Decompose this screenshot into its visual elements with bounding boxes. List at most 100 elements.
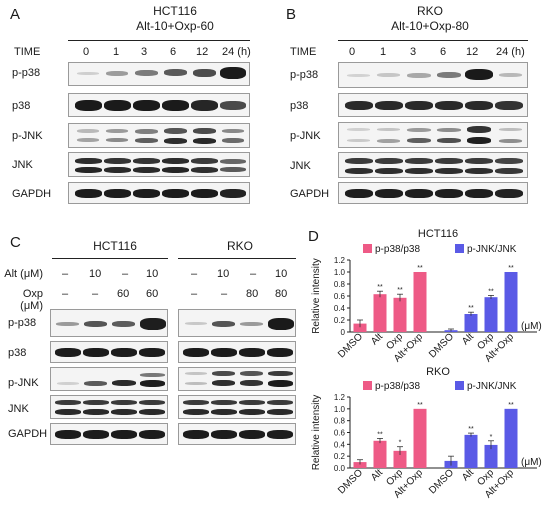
panel-b: RKO Alt-10+Oxp-80 TIME 0 1 3 6 12 24 (h)… (0, 0, 544, 215)
panel-c-alt-value: 10 (146, 268, 159, 280)
y-tick-label: 1.0 (334, 268, 346, 277)
significance-mark: ** (508, 402, 514, 409)
panel-b-time-12: 12 (466, 46, 479, 58)
panel-c-alt-value: – (250, 268, 257, 280)
panel-c-alt-value: 10 (217, 268, 230, 280)
panel-b-row-label: GAPDH (290, 188, 330, 200)
panel-d-charts: HCT116 p-p38/p38 p-JNK/JNK 0 0.2 0.4 0.6 0.8 1.0… (311, 228, 542, 500)
panel-c-alt-label: Alt (μM) (4, 268, 43, 280)
panel-a-time-label: TIME (14, 46, 41, 58)
panel-c-alt-value: 10 (275, 268, 288, 280)
panel-c-group-hct116: HCT116 (93, 239, 137, 253)
y-tick-label: 0.4 (334, 440, 346, 449)
bar (373, 440, 387, 468)
y-tick-label: 1.0 (334, 405, 346, 414)
panel-c-group-rko: RKO (226, 239, 253, 253)
category-label: Alt (369, 467, 385, 483)
panel-c-row-label: JNK (8, 403, 29, 415)
bar (484, 444, 498, 468)
significance-mark: * (490, 434, 493, 441)
blot-strip (68, 93, 250, 117)
bar (504, 408, 518, 468)
panel-c-oxp-label: Oxp (μM) (20, 288, 43, 312)
y-tick-label: 0.0 (334, 464, 346, 473)
bar (413, 272, 427, 332)
legend-swatch (455, 381, 464, 390)
blot-strip (178, 309, 296, 337)
blot-strip (68, 62, 250, 86)
legend-swatch (455, 244, 464, 253)
panel-a-row-label: GAPDH (12, 188, 52, 200)
panel-a-header-line (68, 40, 250, 41)
blot-strip (338, 182, 528, 204)
legend-swatch (363, 244, 372, 253)
panel-c-alt-value: – (191, 268, 198, 280)
panel-c-alt-value: 10 (89, 268, 102, 280)
legend-swatch (363, 381, 372, 390)
y-tick-label: 1.2 (334, 256, 346, 265)
blot-strip (50, 367, 168, 391)
bar (504, 272, 518, 332)
panel-c-oxp-value: 80 (246, 288, 259, 300)
category-label: Alt (460, 331, 476, 347)
y-tick-label: 0.8 (334, 417, 346, 426)
panel-c-oxp-value: – (62, 288, 69, 300)
significance-mark: ** (377, 431, 383, 438)
panel-a: HCT116 Alt-10+Oxp-60 TIME 0 1 3 6 12 24 … (0, 0, 270, 215)
panel-b-row-label: p-JNK (290, 130, 321, 142)
panel-c-line-hct116 (52, 258, 168, 259)
bar (484, 297, 498, 332)
blot-strip (338, 62, 528, 88)
y-tick-label: 0.6 (334, 429, 346, 438)
panel-a-time-1: 1 (113, 46, 120, 58)
panel-c-oxp-value: – (92, 288, 99, 300)
bar (353, 323, 367, 332)
panel-b-title: RKO (416, 4, 443, 18)
panel-b-row-label: p-p38 (290, 69, 319, 81)
panel-c-oxp-value: 80 (275, 288, 288, 300)
panel-b-time-24: 24 (h) (496, 46, 525, 58)
unit-label: (μM) (521, 321, 542, 332)
panel-c-row-label: p-JNK (8, 377, 39, 389)
panel-a-time-3: 3 (141, 46, 148, 58)
bar (464, 434, 478, 468)
bar (393, 297, 407, 332)
significance-mark: ** (377, 284, 383, 291)
y-tick-label: 0.6 (334, 292, 346, 301)
y-tick-label: 1.2 (334, 393, 346, 402)
category-label: DMSO (427, 467, 456, 496)
panel-c-oxp-value: 60 (117, 288, 130, 300)
panel-c: HCT116 RKO Alt (μM) Oxp (μM) – 10 – 10 –… (0, 225, 305, 508)
legend-label: p-p38/p38 (375, 381, 420, 392)
blot-strip (68, 123, 250, 148)
blot-strip (178, 367, 296, 391)
significance-mark: ** (397, 287, 403, 294)
panel-letter-a: A (10, 6, 21, 23)
panel-letter-d: D (308, 228, 319, 245)
panel-b-row-label: JNK (290, 160, 311, 172)
panel-c-row-label: p-p38 (8, 317, 37, 329)
y-tick-label: 0.8 (334, 280, 346, 289)
panel-d: HCT116 p-p38/p38 p-JNK/JNK 0 0.2 0.4 0.6 0.8 1.0… (305, 225, 544, 508)
blot-strip (178, 395, 296, 419)
panel-a-subtitle: Alt-10+Oxp-60 (136, 19, 214, 33)
bar (373, 294, 387, 332)
significance-mark: ** (417, 265, 423, 272)
panel-c-row-label: p38 (8, 347, 27, 359)
panel-a-time-24: 24 (h) (222, 46, 251, 58)
y-tick-label: 0.2 (334, 316, 346, 325)
y-tick-label: 0.2 (334, 452, 346, 461)
panel-c-oxp-value: 60 (146, 288, 159, 300)
significance-mark: ** (508, 265, 514, 272)
panel-b-time-3: 3 (410, 46, 417, 58)
panel-c-oxp-value: – (221, 288, 228, 300)
bar (464, 314, 478, 332)
panel-c-row-label: GAPDH (8, 428, 48, 440)
bar (353, 462, 367, 468)
category-label: Alt (460, 467, 476, 483)
legend-label: p-p38/p38 (375, 244, 420, 255)
panel-letter-c: C (10, 234, 21, 251)
blot-strip (178, 341, 296, 363)
blot-strip (338, 93, 528, 117)
bar (393, 450, 407, 468)
